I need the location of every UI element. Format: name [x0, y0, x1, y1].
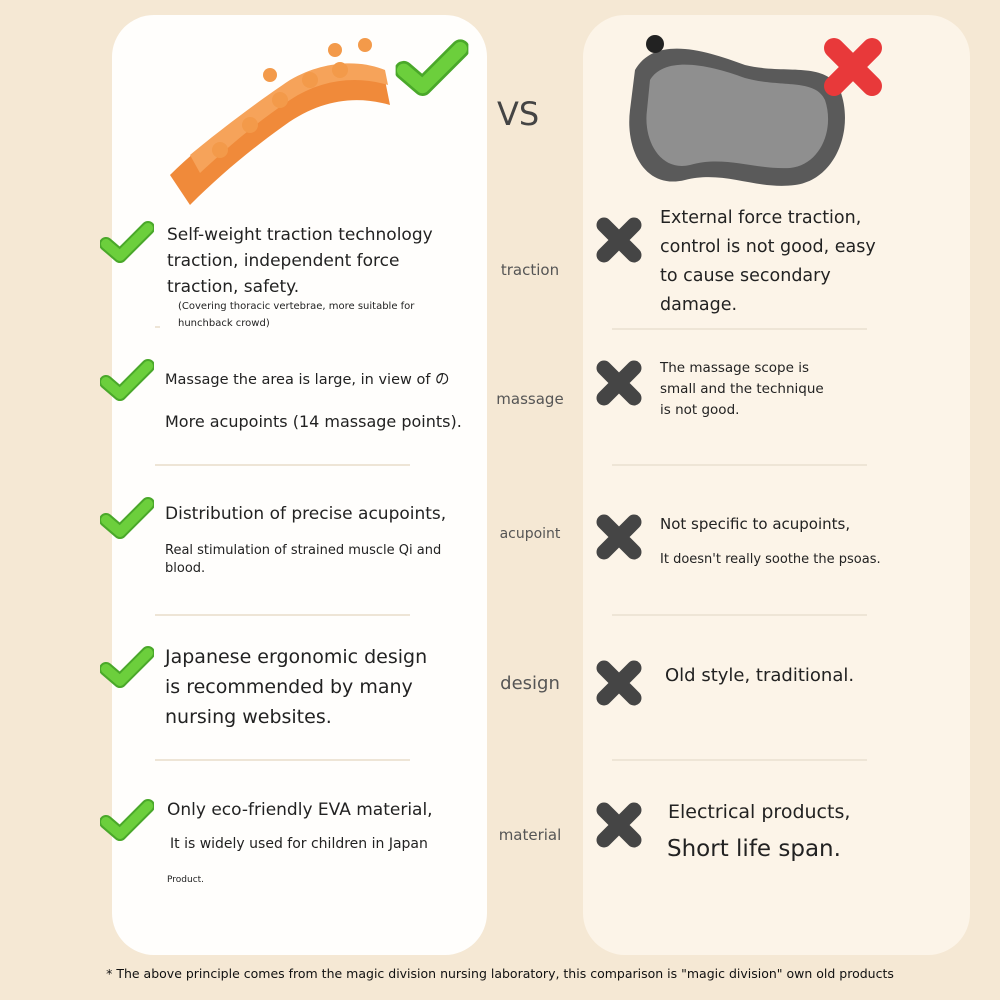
- left-item-material: Only eco-friendly EVA material,: [167, 800, 433, 820]
- cross-icon: [594, 512, 644, 562]
- check-icon: [100, 496, 154, 542]
- left-item-design: Japanese ergonomic design is recommended…: [165, 646, 428, 728]
- check-icon: [100, 358, 154, 404]
- left-item-acupoint: Distribution of precise acupoints,: [165, 504, 447, 524]
- right-item-material-detail: Short life span.: [667, 836, 841, 862]
- left-item-traction-note: (Covering thoracic vertebrae, more suita…: [178, 301, 415, 329]
- category-design: design: [500, 673, 560, 694]
- gray-massage-pillow-image: [629, 35, 845, 186]
- vs-label: VS: [497, 95, 540, 133]
- left-item-massage-detail: More acupoints (14 massage points).: [165, 412, 462, 431]
- category-material: material: [498, 826, 562, 844]
- left-item-massage: Massage the area is large, in view of の: [165, 372, 450, 388]
- orange-spine-stretcher-image: [170, 38, 390, 205]
- left-item-material-detail: It is widely used for children in Japan: [170, 836, 428, 852]
- left-item-material-detail-2: Product.: [167, 875, 205, 885]
- right-item-material: Electrical products,: [668, 801, 851, 823]
- check-icon: [100, 798, 154, 844]
- cross-badge-icon: [824, 38, 882, 96]
- left-item-traction: Self-weight traction technology traction…: [167, 225, 433, 297]
- right-item-traction: External force traction, control is not …: [660, 208, 876, 315]
- cross-icon: [594, 358, 644, 408]
- check-icon: [100, 645, 154, 691]
- cross-icon: [594, 800, 644, 850]
- cross-icon: [594, 658, 644, 708]
- cross-icon: [594, 215, 644, 265]
- category-traction: traction: [500, 261, 560, 279]
- check-badge-icon: [395, 38, 469, 100]
- left-item-acupoint-detail: Real stimulation of strained muscle Qi a…: [165, 543, 442, 576]
- right-item-massage: The massage scope is small and the techn…: [660, 360, 824, 418]
- category-acupoint: acupoint: [499, 526, 561, 542]
- category-massage: massage: [496, 390, 564, 408]
- check-icon: [100, 220, 154, 266]
- footnote: * The above principle comes from the mag…: [106, 966, 894, 981]
- right-item-design: Old style, traditional.: [665, 665, 855, 686]
- right-item-acupoint: Not specific to acupoints,: [660, 515, 851, 533]
- right-item-acupoint-detail: It doesn't really soothe the psoas.: [660, 552, 881, 567]
